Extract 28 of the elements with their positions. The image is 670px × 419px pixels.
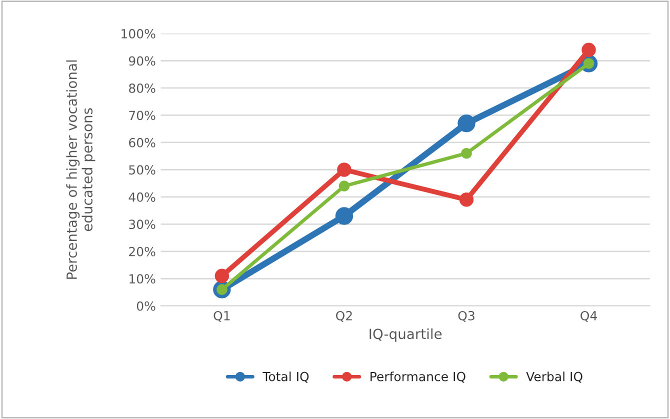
y-axis-title: Percentage of higher vocational educated persons <box>66 60 96 279</box>
y-tick-label: 40% <box>128 192 156 202</box>
x-axis-title: IQ-quartile <box>370 328 442 342</box>
legend-label: Performance IQ <box>370 372 466 383</box>
x-tick-label: Q2 <box>336 310 352 322</box>
y-tick-label: 70% <box>129 110 156 120</box>
y-tick-label: 0% <box>136 301 156 311</box>
point <box>582 42 596 57</box>
y-tick-label: 100% <box>122 28 156 38</box>
point <box>459 192 474 207</box>
y-tick-label: 20% <box>129 246 156 256</box>
y-tick-label: 80% <box>129 83 156 93</box>
point <box>214 268 230 284</box>
x-tick-label: Q1 <box>214 310 230 322</box>
legend-label: Verbal IQ <box>526 372 582 383</box>
point <box>338 180 350 192</box>
y-tick-label: 50% <box>129 165 156 175</box>
y-tick-label: 30% <box>129 220 156 230</box>
x-tick-label: Q3 <box>458 310 474 322</box>
legend-label: Total IQ <box>262 372 309 383</box>
point <box>461 148 472 159</box>
x-tick-label: Q4 <box>580 310 597 322</box>
y-tick-label: 90% <box>128 56 156 66</box>
y-tick-label: 60% <box>129 138 156 148</box>
point <box>458 114 476 132</box>
point <box>335 207 354 225</box>
point <box>337 162 352 177</box>
y-tick-label: 10% <box>130 274 156 284</box>
